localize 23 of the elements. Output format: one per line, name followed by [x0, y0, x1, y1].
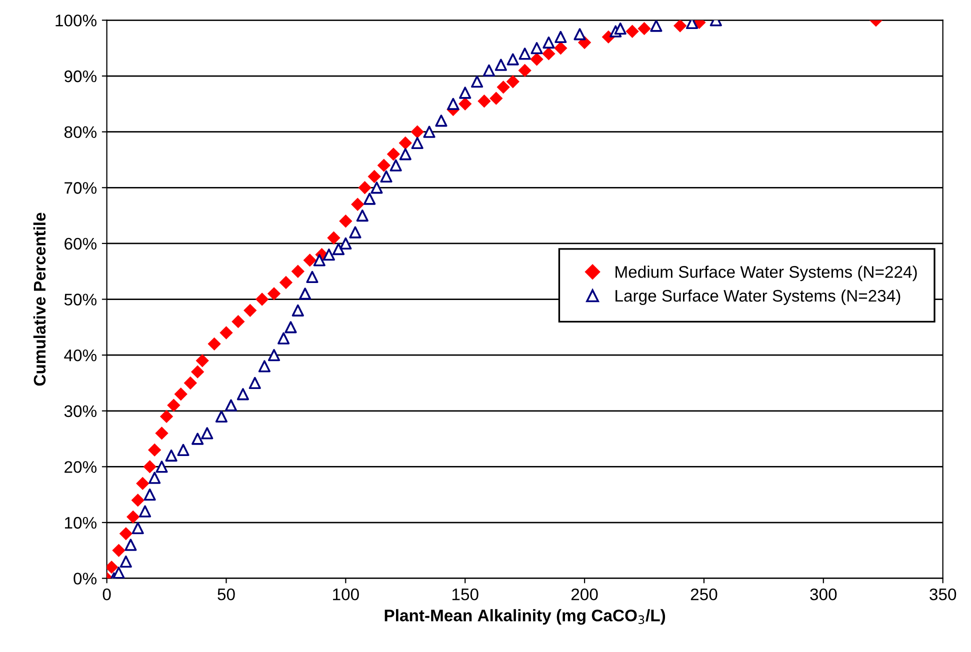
y-tick-label: 80% [64, 126, 96, 138]
y-tick-label: 100% [56, 14, 96, 26]
y-tick-label: 30% [64, 405, 96, 418]
x-tick-label: 150 [452, 588, 478, 600]
x-tick-label: 350 [930, 588, 956, 600]
y-tick-label: 20% [64, 461, 96, 473]
x-tick-label: 0 [102, 588, 111, 600]
x-axis-title: Plant-Mean Alkalinity (mg CaCO$_{3}$/L) [384, 609, 666, 625]
y-tick-label: 60% [64, 238, 96, 250]
legend-label: Large Surface Water Systems (N=234) [616, 289, 900, 306]
x-tick-label: 200 [571, 588, 598, 600]
y-tick-label: 10% [65, 516, 96, 529]
x-tick-label: 250 [690, 588, 718, 600]
y-tick-label: 40% [64, 349, 96, 362]
y-tick-label: 90% [64, 70, 96, 82]
x-tick-label: 100 [333, 588, 359, 600]
y-tick-label: 0% [74, 572, 96, 585]
legend-label: Medium Surface Water Systems (N=224) [616, 266, 917, 282]
x-tick-label: 300 [810, 588, 837, 600]
y-tick-label: 70% [64, 182, 96, 194]
x-tick-label: 50 [218, 588, 235, 600]
y-axis-title: Cumulative Percentile [33, 212, 46, 386]
y-tick-label: 50% [64, 294, 96, 306]
